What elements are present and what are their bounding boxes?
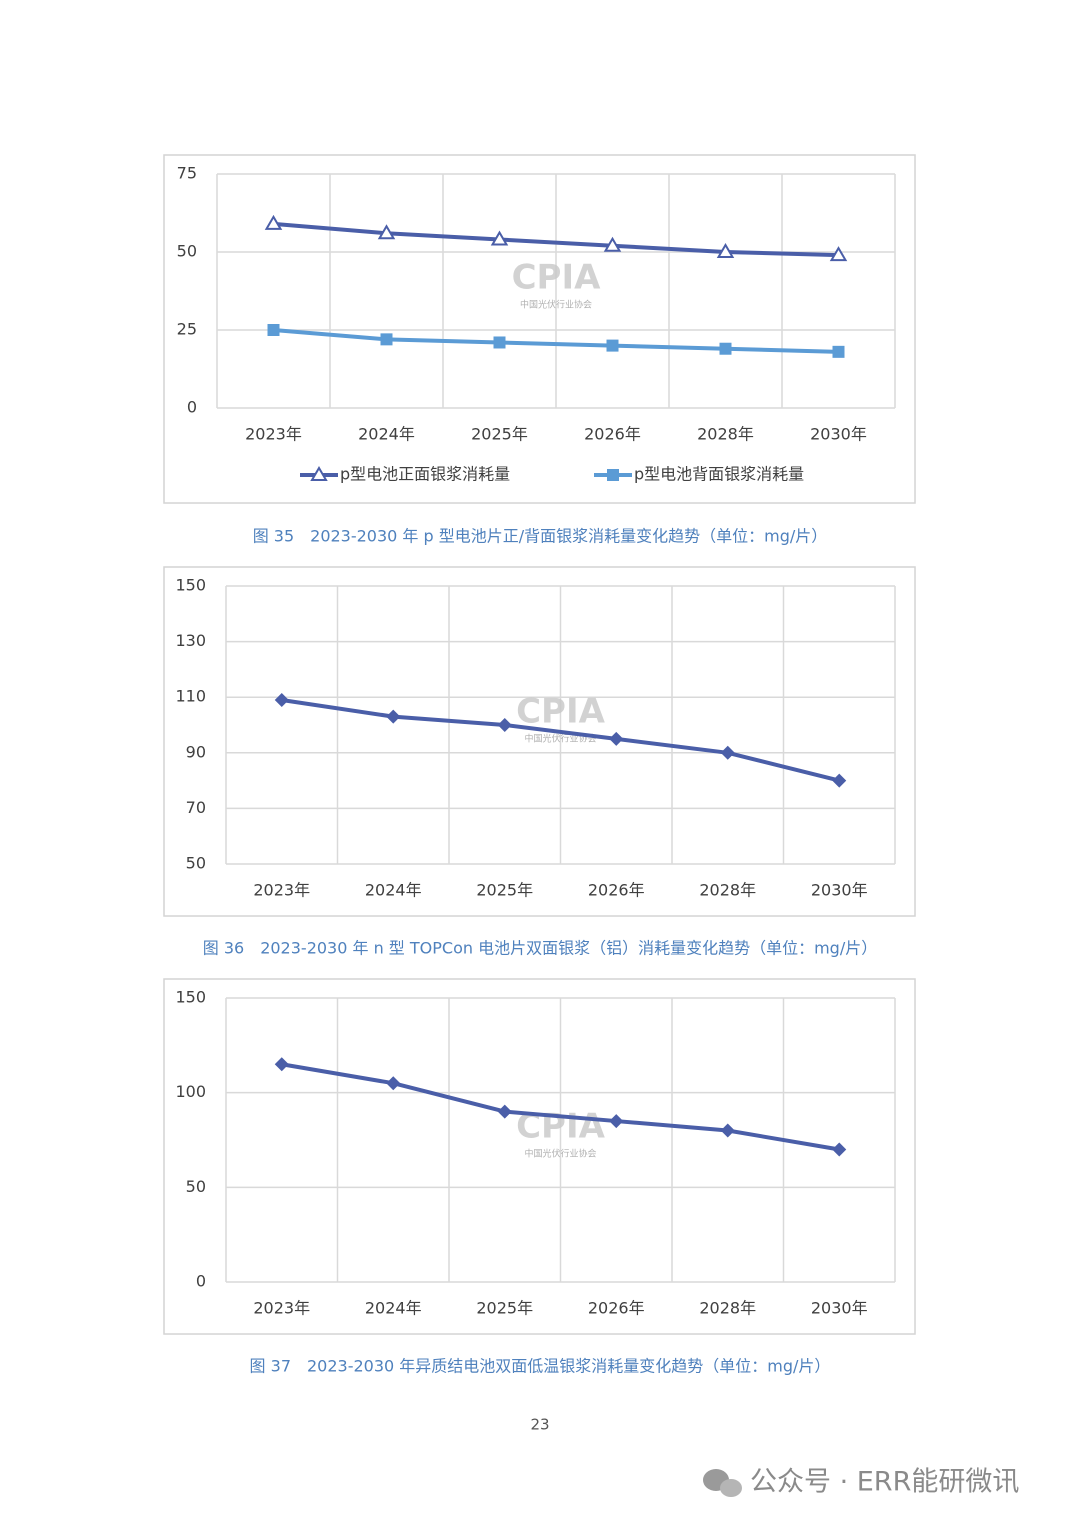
y-tick-label: 50	[186, 854, 206, 873]
x-tick-label: 2024年	[358, 425, 415, 444]
x-tick-label: 2028年	[699, 881, 756, 900]
marker	[832, 1142, 847, 1157]
x-tick-label: 2030年	[810, 425, 867, 444]
y-tick-label: 70	[186, 798, 206, 817]
marker	[609, 1114, 624, 1129]
x-tick-label: 2025年	[471, 425, 528, 444]
x-tick-label: 2024年	[365, 881, 422, 900]
y-tick-label: 130	[175, 631, 206, 650]
marker	[497, 718, 512, 732]
marker	[386, 1076, 401, 1091]
x-tick-label: 2026年	[588, 1299, 645, 1318]
series-line	[281, 1062, 840, 1152]
figure-caption: 图 35 2023-2030 年 p 型电池片正/背面银浆消耗量变化趋势（单位：…	[253, 527, 828, 546]
y-tick-label: 150	[175, 988, 206, 1007]
marker	[497, 1104, 512, 1119]
y-tick-label: 75	[177, 164, 197, 183]
chart-frame	[163, 566, 916, 917]
marker	[720, 745, 735, 760]
y-tick-label: 50	[177, 242, 197, 261]
marker	[267, 324, 280, 336]
legend-marker	[607, 469, 619, 481]
series-line	[281, 698, 840, 783]
logo-watermark-subtext: 中国光伏行业协会	[520, 299, 592, 311]
y-tick-label: 100	[175, 1082, 206, 1101]
y-tick-label: 0	[196, 1272, 206, 1291]
marker	[274, 1057, 289, 1072]
marker	[386, 709, 401, 724]
y-tick-label: 50	[186, 1177, 206, 1196]
x-tick-label: 2023年	[245, 425, 302, 444]
x-tick-label: 2030年	[811, 881, 868, 900]
x-tick-label: 2023年	[253, 1299, 310, 1318]
x-tick-label: 2028年	[699, 1299, 756, 1318]
y-tick-label: 25	[177, 320, 197, 339]
marker	[264, 214, 283, 230]
y-tick-label: 150	[175, 576, 206, 595]
x-tick-label: 2028年	[697, 425, 754, 444]
marker	[716, 243, 735, 258]
series-line	[273, 328, 839, 354]
marker	[719, 342, 732, 355]
chart-frame	[163, 154, 916, 504]
marker	[603, 236, 622, 252]
x-tick-label: 2026年	[584, 425, 641, 444]
footer-watermark: 公众号 · ERR能研微讯	[750, 1467, 1019, 1498]
x-tick-label: 2024年	[365, 1299, 422, 1318]
x-tick-label: 2023年	[253, 881, 310, 900]
figure-caption: 图 37 2023-2030 年异质结电池双面低温银浆消耗量变化趋势（单位：mg…	[250, 1357, 831, 1376]
x-tick-label: 2025年	[476, 881, 533, 900]
page-number: 23	[530, 1416, 549, 1434]
legend-label: p型电池正面银浆消耗量	[340, 465, 510, 484]
marker	[490, 230, 509, 246]
y-tick-label: 90	[186, 742, 206, 761]
y-tick-label: 0	[187, 398, 197, 417]
x-tick-label: 2026年	[588, 881, 645, 900]
marker	[377, 224, 396, 240]
figure-caption: 图 36 2023-2030 年 n 型 TOPCon 电池片双面银浆（铝）消耗…	[203, 939, 877, 958]
logo-watermark: CPIA	[512, 258, 602, 298]
marker	[832, 773, 847, 788]
series-line	[273, 221, 839, 258]
marker	[380, 333, 393, 346]
wechat-icon	[703, 1469, 742, 1497]
marker	[493, 336, 506, 349]
marker	[606, 339, 619, 352]
logo-watermark-subtext: 中国光伏行业协会	[524, 1148, 596, 1160]
legend-marker	[310, 466, 328, 481]
legend-label: p型电池背面银浆消耗量	[634, 465, 804, 484]
chart-frame	[163, 978, 916, 1335]
marker	[609, 731, 624, 746]
marker	[720, 1123, 735, 1138]
y-tick-label: 110	[175, 687, 206, 706]
x-tick-label: 2030年	[811, 1299, 868, 1318]
marker	[274, 692, 289, 707]
marker	[829, 246, 848, 262]
logo-watermark: CPIA	[516, 692, 606, 732]
x-tick-label: 2025年	[476, 1299, 533, 1318]
marker	[832, 345, 845, 358]
